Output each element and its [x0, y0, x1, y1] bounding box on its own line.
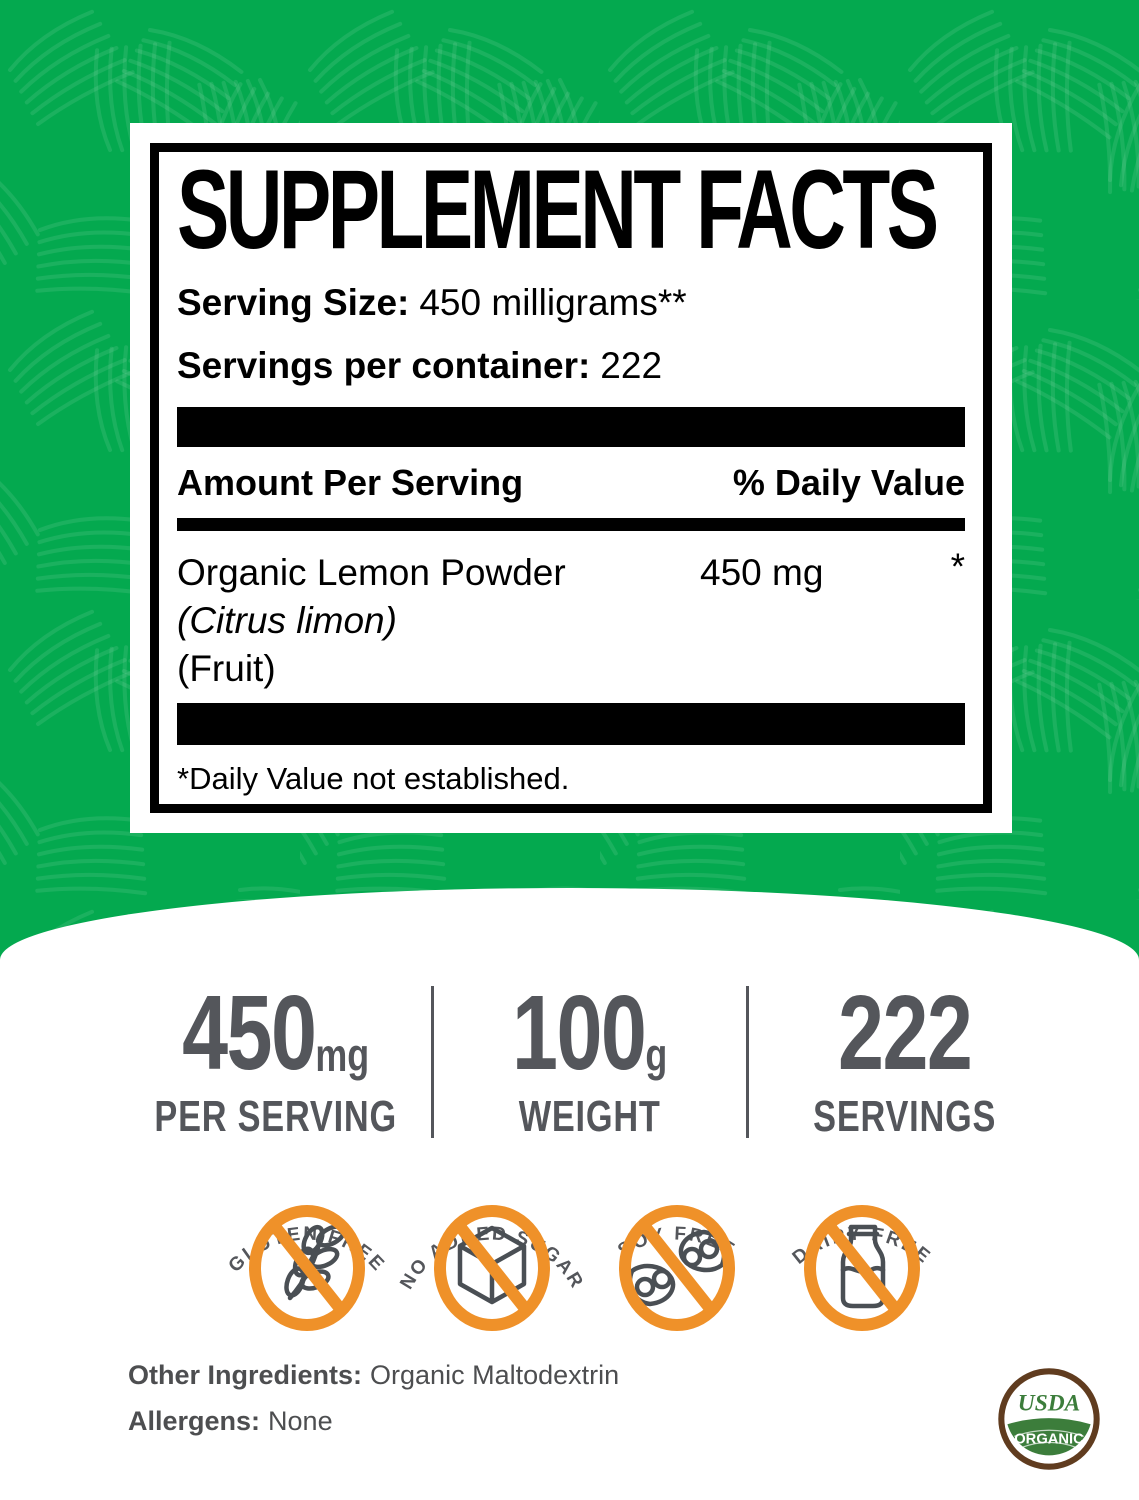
- usda-organic-seal: USDA ORGANIC: [998, 1368, 1100, 1470]
- allergens-value: None: [268, 1406, 333, 1436]
- stat-servings: 222 SERVINGS: [749, 974, 1060, 1141]
- column-header-daily-value: % Daily Value: [732, 462, 965, 504]
- divider-bar-bottom: [177, 702, 965, 745]
- stat-weight-label: WEIGHT: [519, 1091, 661, 1141]
- stat-per-serving: 450 mg PER SERVING: [120, 974, 431, 1141]
- prohibition-circle-icon: [249, 1205, 365, 1331]
- stat-weight-number: 100 g: [469, 974, 712, 1092]
- stat-weight-unit: g: [645, 1028, 668, 1081]
- divider-bar-header: [177, 517, 965, 531]
- ingredient-name: Organic Lemon Powder: [177, 551, 566, 593]
- ingredient-plant-part: (Fruit): [177, 647, 276, 689]
- dairy-free-badge: DAIRY FREE: [789, 1205, 933, 1331]
- stat-per-serving-number: 450 mg: [154, 974, 397, 1092]
- other-ingredients-row: Other Ingredients: Organic Maltodextrin: [128, 1352, 619, 1398]
- no-added-sugar-badge: NO ADDED SUGAR: [397, 1205, 586, 1331]
- stat-weight: 100 g WEIGHT: [434, 974, 745, 1141]
- footer-ingredients-block: Other Ingredients: Organic Maltodextrin A…: [128, 1352, 619, 1444]
- prohibition-circle-icon: [619, 1205, 735, 1331]
- supplement-facts-panel: SUPPLEMENT FACTS Serving Size: 450 millig…: [130, 123, 1012, 833]
- supplement-facts-box: SUPPLEMENT FACTS Serving Size: 450 millig…: [150, 143, 992, 813]
- gluten-free-badge: GLUTEN FREE: [225, 1205, 387, 1331]
- allergens-row: Allergens: None: [128, 1398, 619, 1444]
- servings-per-container-row: Servings per container: 222: [177, 344, 965, 387]
- servings-per-container-value: 222: [600, 344, 663, 386]
- table-header-row: Amount Per Serving % Daily Value: [177, 462, 965, 504]
- serving-size-label: Serving Size:: [177, 282, 410, 324]
- stat-per-serving-label: PER SERVING: [154, 1091, 397, 1141]
- serving-size-row: Serving Size: 450 milligrams**: [177, 282, 965, 324]
- other-ingredients-value: Organic Maltodextrin: [370, 1360, 620, 1390]
- ingredient-daily-value: *: [950, 545, 965, 587]
- ingredient-botanical-name: (Citrus limon): [177, 599, 397, 641]
- daily-value-footnote: *Daily Value not established.: [177, 760, 570, 796]
- ingredient-amount: 450 mg: [700, 551, 824, 593]
- serving-size-value: 450 milligrams**: [419, 282, 687, 324]
- usda-seal-bottom-text: ORGANIC: [1014, 1431, 1084, 1447]
- column-header-amount: Amount Per Serving: [177, 462, 524, 504]
- prohibition-circle-icon: [434, 1205, 550, 1331]
- stat-divider: [745, 985, 749, 1138]
- stat-per-serving-unit: mg: [315, 1028, 370, 1081]
- stat-servings-label: SERVINGS: [812, 1091, 996, 1141]
- dietary-badges-row: GLUTEN FREE NO ADDED SUGAR: [212, 1172, 957, 1337]
- soy-free-badge: SOY FREE: [614, 1205, 737, 1331]
- other-ingredients-label: Other Ingredients:: [128, 1360, 363, 1390]
- stat-servings-value: 222: [837, 974, 973, 1092]
- ingredient-row: Organic Lemon Powder (Citrus limon) (Fru…: [177, 546, 965, 693]
- supplement-facts-title: SUPPLEMENT FACTS: [177, 147, 939, 272]
- prohibition-circle-icon: [804, 1205, 920, 1331]
- stats-row: 450 mg PER SERVING 100 g WEIGHT 222 SERVIN…: [120, 974, 1060, 1141]
- stat-per-serving-value: 450: [182, 974, 317, 1092]
- allergens-label: Allergens:: [128, 1406, 261, 1436]
- usda-seal-top-text: USDA: [1018, 1390, 1080, 1416]
- servings-per-container-label: Servings per container:: [177, 344, 591, 386]
- stat-divider: [431, 985, 435, 1138]
- divider-bar-top: [177, 407, 965, 448]
- stat-weight-value: 100: [512, 974, 647, 1092]
- stat-servings-number: 222: [783, 974, 1026, 1092]
